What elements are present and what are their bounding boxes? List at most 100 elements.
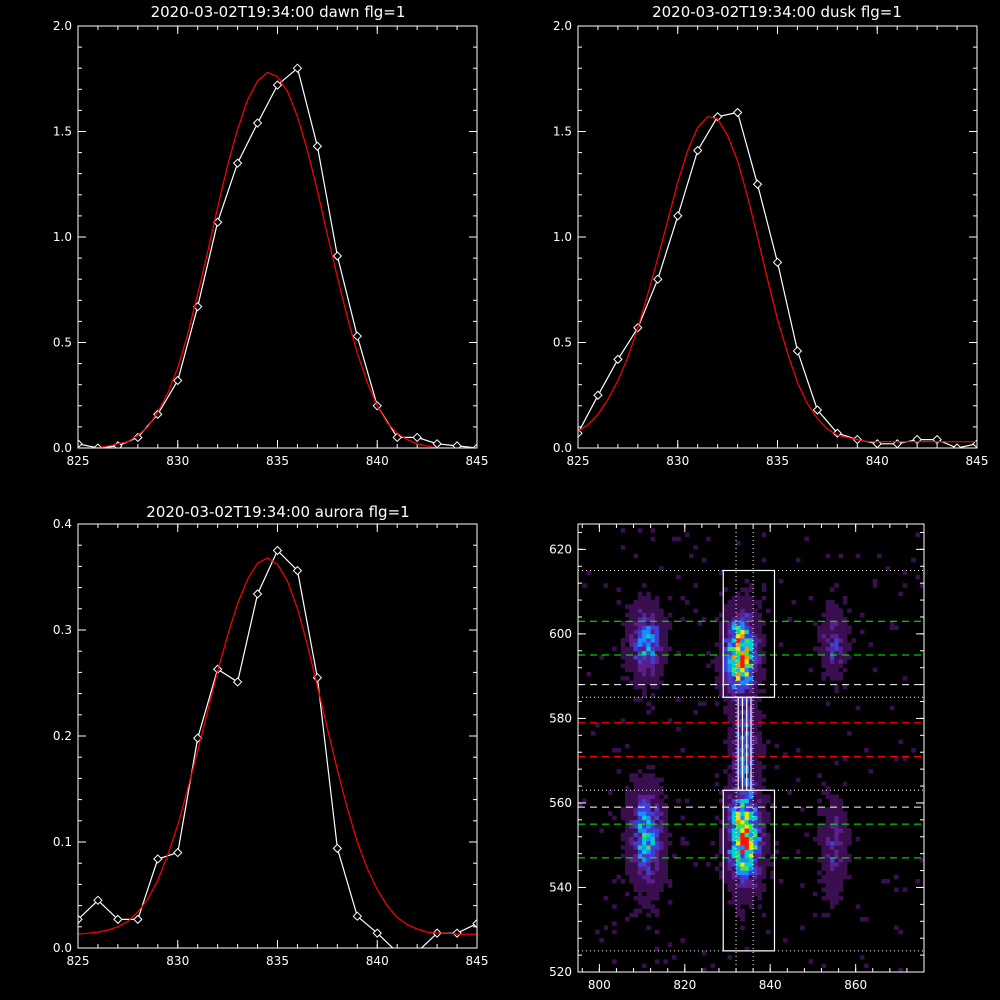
heatmap-cell	[834, 625, 839, 630]
heatmap-cell	[620, 676, 626, 681]
heatmap-cell	[744, 790, 750, 795]
heatmap-cell	[740, 676, 745, 681]
heatmap-cell	[748, 642, 754, 647]
heatmap-cell	[744, 625, 750, 630]
heatmap-cell	[654, 781, 660, 787]
heatmap-cell	[842, 646, 848, 652]
heatmap-cell	[825, 667, 831, 673]
heatmap-cell	[842, 621, 848, 626]
heatmap-cell	[847, 625, 852, 630]
heatmap-cell	[757, 895, 762, 901]
heatmap-cell	[753, 840, 758, 846]
heatmap-cell	[642, 815, 647, 821]
heatmap-cell	[761, 714, 767, 719]
heatmap-cell	[624, 917, 630, 922]
heatmap-cell	[838, 815, 844, 821]
heatmap-cell	[663, 836, 668, 842]
heatmap-cell	[633, 786, 639, 791]
heatmap-cell	[757, 815, 762, 821]
heatmap-cell	[744, 591, 750, 597]
heatmap-cell	[783, 752, 788, 757]
heatmap-cell	[838, 646, 844, 652]
heatmap-cell	[731, 709, 737, 715]
heatmap-cell	[727, 633, 733, 639]
heatmap-cell	[633, 802, 639, 808]
heatmap-cell	[740, 811, 745, 816]
data-point	[292, 63, 303, 73]
heatmap-cell	[654, 629, 660, 635]
heatmap-cell	[744, 638, 750, 643]
heatmap-cell	[731, 870, 737, 876]
heatmap-cell	[727, 857, 733, 863]
heatmap-cell	[650, 786, 656, 791]
heatmap-cell	[731, 595, 737, 601]
heatmap-cell	[578, 802, 583, 808]
heatmap-cell	[834, 836, 839, 842]
heatmap-cell	[748, 667, 754, 673]
heatmap-cell	[744, 646, 750, 652]
heatmap-cell	[753, 748, 758, 753]
heatmap-cell	[817, 646, 822, 652]
heatmap-cell	[740, 802, 745, 808]
heatmap-cell	[757, 790, 762, 795]
heatmap-cell	[825, 659, 831, 664]
heatmap-cell	[894, 925, 899, 931]
y-tick-label: 2.0	[553, 19, 572, 33]
heatmap-cell	[633, 621, 639, 626]
heatmap-cell	[624, 638, 630, 643]
heatmap-cell	[761, 748, 767, 753]
heatmap-cell	[740, 853, 745, 859]
heatmap-cell	[654, 811, 660, 816]
heatmap-cell	[731, 655, 737, 660]
heatmap-cell	[723, 874, 728, 880]
heatmap-cell	[765, 857, 771, 863]
heatmap-cell	[817, 836, 822, 842]
heatmap-cell	[825, 870, 831, 876]
heatmap-cell	[812, 836, 818, 842]
heatmap-cell	[736, 874, 741, 880]
heatmap-cell	[757, 633, 762, 639]
heatmap-cell	[637, 650, 643, 656]
heatmap-cell	[740, 600, 745, 605]
heatmap-cell	[847, 642, 852, 647]
heatmap-cell	[620, 807, 626, 812]
heatmap-cell	[731, 807, 737, 812]
heatmap-cell	[718, 798, 724, 804]
y-tick-label: 1.0	[553, 230, 572, 244]
heatmap-cell	[629, 608, 634, 614]
heatmap-cell	[757, 866, 762, 871]
heatmap-cell	[834, 845, 839, 850]
heatmap-cell	[765, 798, 771, 804]
heatmap-cell	[629, 819, 634, 825]
heatmap-cell	[748, 650, 754, 656]
heatmap-cell	[765, 836, 771, 842]
heatmap-cell	[654, 832, 660, 838]
heatmap-cell	[718, 874, 724, 880]
heatmap-cell	[633, 604, 639, 609]
heatmap-cell	[744, 836, 750, 842]
heatmap-cell	[637, 616, 643, 622]
heatmap-cell	[889, 705, 895, 711]
heatmap-cell	[736, 849, 741, 854]
heatmap-cell	[757, 752, 762, 757]
heatmap-cell	[731, 688, 737, 694]
heatmap-cell	[812, 912, 818, 918]
heatmap-cell	[714, 684, 720, 690]
heatmap-cell	[834, 684, 839, 690]
heatmap-cell	[718, 663, 724, 668]
heatmap-cell	[753, 701, 758, 707]
heatmap-cell	[633, 798, 639, 804]
heatmap-cell	[748, 790, 754, 795]
heatmap-cell	[714, 663, 720, 668]
heatmap-cell	[740, 879, 745, 884]
heatmap-cell	[727, 629, 733, 635]
heatmap-cell	[825, 600, 831, 605]
heatmap-cell	[748, 680, 754, 685]
heatmap-cell	[684, 840, 690, 846]
heatmap-cell	[659, 608, 664, 614]
y-tick-label: 0.2	[53, 729, 72, 743]
heatmap-cell	[834, 895, 839, 901]
heatmap-cell	[624, 832, 630, 838]
heatmap-cell	[731, 777, 737, 783]
